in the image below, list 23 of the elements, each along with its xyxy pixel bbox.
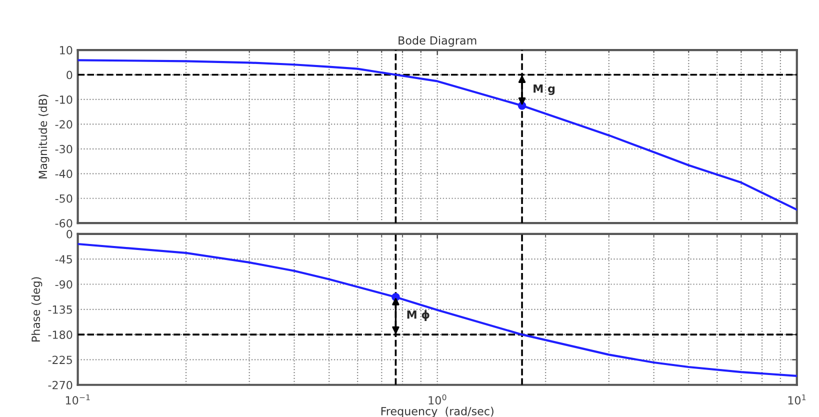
y-tick-label: -20 <box>55 120 72 129</box>
x-tick-label: 10$^{0}$ <box>428 394 446 405</box>
y-tick-label: 0 <box>66 230 72 238</box>
y-tick-label: 0 <box>66 70 72 80</box>
y-tick-label: -135 <box>48 305 72 314</box>
y-tick-label: -10 <box>55 95 72 104</box>
y-tick-label: -30 <box>55 144 72 154</box>
y-axis-title: Magnitude (dB) <box>38 94 50 178</box>
y-tick-label: -90 <box>55 280 72 289</box>
y-tick-label: -60 <box>55 219 72 228</box>
y-tick-label: -180 <box>48 330 72 339</box>
x-tick-label: 10$^{1}$ <box>788 394 806 405</box>
y-tick-label: -50 <box>55 194 72 203</box>
chart-title: Bode Diagram <box>398 36 476 47</box>
y-tick-label: -45 <box>55 255 72 264</box>
x-tick-label: 10$^{−1}$ <box>66 394 90 405</box>
y-tick-label: -40 <box>55 170 72 178</box>
y-tick-label: 10 <box>60 46 72 54</box>
y-tick-label: -225 <box>48 356 72 364</box>
y-tick-label: -270 <box>48 380 72 390</box>
y-axis-title: Phase (deg) <box>31 277 42 342</box>
annotation: M ϕ <box>407 310 430 321</box>
annotation: M g <box>534 84 555 95</box>
